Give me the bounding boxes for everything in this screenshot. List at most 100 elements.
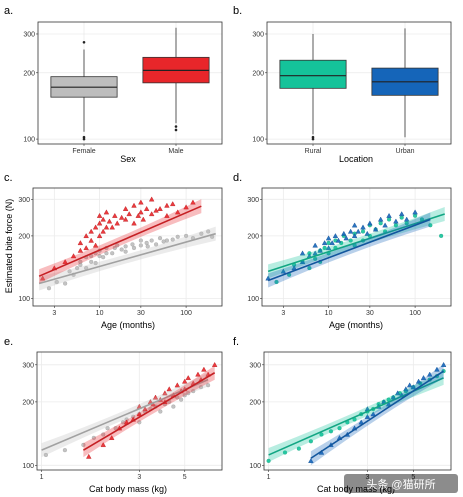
xtick-label-e: 5 [183, 474, 187, 481]
plot-frame-f [263, 351, 452, 471]
point-urban [329, 240, 335, 246]
point-female [144, 240, 149, 245]
watermark-text: 头条 @猫研所 [366, 477, 435, 491]
point-female [110, 251, 115, 256]
plot-area-e [37, 352, 222, 470]
ytick-label-b: 200 [252, 70, 264, 77]
point-rural [387, 217, 392, 222]
point-urban [347, 228, 354, 234]
point-urban [386, 212, 392, 218]
point-urban [403, 216, 410, 222]
point-female [206, 229, 211, 234]
point-male [185, 375, 191, 381]
point-rural [307, 266, 312, 271]
xtick-label-urban: Urban [395, 148, 414, 155]
point-urban [312, 242, 318, 248]
point-rural [274, 279, 279, 285]
fit-line-female [41, 378, 209, 451]
point-urban [325, 245, 332, 251]
ytick-label-d: 100 [247, 296, 259, 303]
point-male [190, 199, 196, 205]
plot-area-f [264, 352, 451, 470]
point-male [70, 253, 77, 259]
point-rural [326, 240, 331, 245]
point-female [89, 259, 94, 264]
point-urban [370, 411, 376, 417]
plot-frame-b [266, 21, 452, 145]
point-male [152, 394, 159, 400]
point-female [179, 397, 184, 402]
xtick-label-f: 3 [365, 474, 369, 481]
plot-frame-d [261, 187, 452, 307]
panel-b: 100 200 300 Rural Urban [252, 21, 452, 155]
ytick-label-f: 200 [249, 399, 261, 406]
point-female [112, 245, 117, 251]
point-male [183, 204, 189, 210]
point-urban [412, 209, 418, 215]
panel-label-c: c. [4, 172, 13, 184]
point-urban [364, 230, 371, 236]
panel-label-a: a. [4, 5, 13, 17]
point-male [122, 205, 129, 211]
point-female [186, 391, 191, 396]
point-urban [351, 233, 358, 239]
point-male [92, 242, 99, 248]
point-male [112, 212, 118, 218]
point-female [158, 409, 163, 414]
point-urban [406, 382, 413, 388]
point-male [96, 212, 103, 218]
box-rural [279, 59, 347, 89]
ytick-label-a: 200 [23, 70, 35, 77]
point-urban [332, 233, 339, 239]
point-female [81, 442, 86, 447]
ytick-label-a: 100 [23, 137, 35, 144]
point-urban [343, 235, 349, 241]
xaxis-label-e: Cat body mass (kg) [89, 484, 167, 494]
point-male [108, 435, 115, 440]
panel-label-d: d. [233, 172, 242, 184]
ytick-label-e: 100 [22, 463, 34, 470]
point-female [121, 420, 126, 425]
point-female [191, 389, 196, 394]
point-female [54, 279, 59, 285]
point-male [88, 237, 94, 243]
fit-line-urban [267, 218, 431, 282]
plot-frame-a [37, 21, 223, 145]
point-male [100, 216, 106, 222]
point-rural [319, 432, 324, 437]
fit-line-female [38, 232, 216, 285]
fit-line-male [82, 372, 216, 451]
point-female [184, 233, 189, 238]
point-rural [360, 229, 366, 234]
point-urban [410, 384, 417, 390]
point-rural [348, 238, 353, 243]
point-rural [266, 458, 271, 463]
point-rural [296, 446, 301, 451]
point-female [138, 238, 143, 243]
point-male [114, 220, 120, 226]
point-male [96, 220, 103, 226]
panel-c: 100 200 300 3 10 30 100 [18, 187, 223, 317]
watermark: 头条 @猫研所 [344, 474, 458, 493]
xtick-label-d: 3 [281, 310, 285, 317]
point-male [174, 382, 181, 388]
point-female [199, 231, 204, 236]
xtick-label-d: 10 [325, 310, 333, 317]
point-female [154, 242, 159, 247]
point-rural [308, 439, 313, 444]
point-female [104, 251, 109, 256]
point-male [182, 378, 188, 384]
point-male [103, 209, 110, 215]
point-male [83, 245, 89, 251]
outlier-rural [311, 137, 315, 141]
ytick-label-e: 300 [22, 362, 34, 369]
ytick-label-d: 200 [247, 233, 259, 240]
point-urban [360, 224, 366, 230]
point-urban [427, 371, 433, 377]
point-male [164, 212, 170, 218]
point-female [164, 238, 169, 243]
panel-label-f: f. [233, 336, 239, 348]
xtick-label-female: Female [72, 148, 95, 155]
point-male [169, 201, 176, 207]
point-male [92, 224, 99, 230]
